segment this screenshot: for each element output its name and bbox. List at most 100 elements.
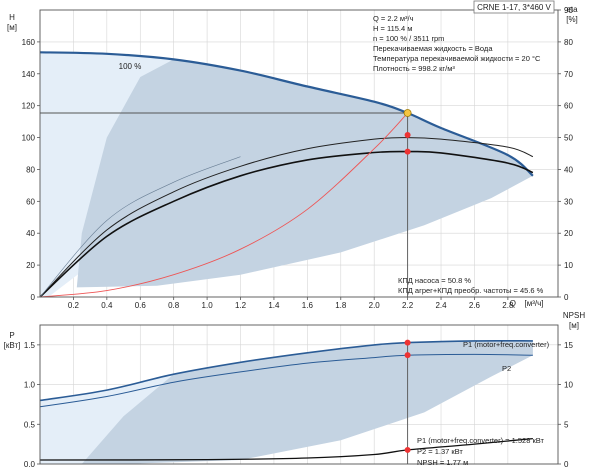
eta-tick-label: 10 [564,261,573,270]
flow-tick-label: 0.2 [68,301,80,310]
p2-series-label: P2 [502,364,511,373]
info-liquid: Перекачиваемая жидкость = Вода [373,44,493,53]
head-axis-label: H [9,13,15,22]
power-tick-label: 0.0 [24,460,36,469]
top-operating-region-fill [76,59,533,288]
eta-tick-label: 30 [564,197,573,206]
pump-efficiency-curve [39,137,534,298]
flow-tick-label: 2.2 [402,301,414,310]
flow-tick-label: 1.6 [302,301,314,310]
eta-tick-label: 40 [564,165,573,174]
npsh-tick-label: 0 [564,460,569,469]
eta-tick-label: 60 [564,102,573,111]
flow-tick-label: 2.8 [502,301,514,310]
flow-axis-unit: [м³/ч] [525,299,544,308]
p1-curve [39,339,533,402]
head-tick-label: 120 [22,102,36,111]
power-values: P1 (motor+freq.converter) = 1.528 кВт P2… [417,436,545,467]
p1-duty-point [404,339,411,346]
eta-tick-label: 90 [564,6,573,15]
eta-axis-label: eta [566,5,578,14]
total-efficiency-point [404,148,411,155]
power-tick-label: 1.0 [24,381,36,390]
head-tick-label: 20 [26,261,35,270]
npsh-tick-label: 10 [564,381,573,390]
head-tick-label: 0 [31,293,36,302]
eta-tick-label: 80 [564,38,573,47]
bottom-operating-region [40,340,533,464]
pump-efficiency-point [404,132,411,139]
flow-tick-label: 2.0 [369,301,381,310]
total-efficiency-curve [39,150,534,298]
chart-title: CRNE 1-17, 3*460 V [477,3,551,12]
flow-tick-label: 1.8 [335,301,347,310]
p2-duty-point [404,352,411,359]
power-axis-label: P [9,331,14,340]
top-curves [39,51,534,298]
npsh-axis-unit: [м] [569,321,579,330]
p1-series-label: P1 (motor+freq.converter) [463,340,550,349]
bottom-operating-region-fill [81,340,533,464]
head-tick-label: 40 [26,229,35,238]
bottom-panel: 0.0 0.5 1.0 1.5 0 5 10 15 P [кВт] NPSH [м] P1 (… [4,311,586,469]
bottom-light-region [40,374,174,464]
flow-tick-label: 0.4 [101,301,113,310]
flow-tick-label: 0.8 [168,301,180,310]
system-curve [39,112,408,298]
flow-tick-label: 1.4 [268,301,280,310]
flow-tick-label: 1.0 [202,301,214,310]
npsh-curve [39,437,533,461]
total-efficiency-label: КПД агрег+КПД преобр. частоты = 45.6 % [398,286,544,295]
p2-curve [39,353,533,408]
speed-curve-label: 100 % [119,62,142,71]
top-operating-region [40,52,533,297]
info-speed: n = 100 % / 3511 rpm [373,34,444,43]
p2-value-label: P2 = 1.37 кВт [417,447,463,456]
flow-tick-label: 1.2 [235,301,247,310]
efficiency-outline [39,156,241,298]
flow-axis-label: Q [510,299,516,308]
top-operating-marks [40,109,412,297]
info-temperature: Температура перекачиваемой жидкости = 20… [373,54,541,63]
head-tick-label: 100 [22,134,36,143]
flow-tick-label: 2.4 [435,301,447,310]
eta-tick-label: 50 [564,134,573,143]
head-axis-unit: [м] [7,23,17,32]
power-tick-label: 0.5 [24,420,36,429]
npsh-axis-label: NPSH [563,311,585,320]
bottom-curves [39,339,533,461]
duty-point [403,109,412,117]
chart-title-box [473,0,555,14]
top-plot-frame [39,9,559,298]
eta-axis-unit: [%] [566,15,578,24]
top-axes: 0 20 40 60 80 100 120 140 160 0 10 20 30 40 50 60 70 80 90… [22,6,574,310]
duty-point-info: Q = 2.2 м³/ч H = 115.4 м n = 100 % / 351… [373,14,541,73]
info-flow: Q = 2.2 м³/ч [373,14,414,23]
npsh-duty-point [404,446,411,453]
pump-efficiency-label: КПД насоса = 50.8 % [398,276,471,285]
eta-tick-label: 0 [564,293,569,302]
flow-tick-label: 2.6 [469,301,481,310]
head-tick-label: 80 [26,165,35,174]
head-curve [39,51,534,177]
eta-tick-label: 20 [564,229,573,238]
bottom-axes: 0.0 0.5 1.0 1.5 0 5 10 15 [24,324,573,469]
npsh-tick-label: 15 [564,341,573,350]
bottom-plot-frame [39,324,559,465]
power-axis-unit: [кВт] [4,341,21,350]
efficiency-info: КПД насоса = 50.8 % КПД агрег+КПД преобр… [398,276,544,295]
eta-tick-label: 70 [564,70,573,79]
info-density: Плотность = 998.2 кг/м³ [373,64,455,73]
head-tick-label: 60 [26,197,35,206]
info-head: H = 115.4 м [373,24,412,33]
npsh-value-label: NPSH = 1.77 м [417,458,468,467]
head-tick-label: 140 [22,70,36,79]
npsh-tick-label: 5 [564,420,569,429]
power-tick-label: 1.5 [24,341,36,350]
top-panel: 0 20 40 60 80 100 120 140 160 0 10 20 30 40 50 60 70 80 90… [7,0,578,310]
bottom-operating-marks [404,339,411,464]
flow-tick-label: 0.6 [135,301,147,310]
head-tick-label: 160 [22,38,36,47]
p1-value-label: P1 (motor+freq.converter) = 1.528 кВт [417,436,545,445]
